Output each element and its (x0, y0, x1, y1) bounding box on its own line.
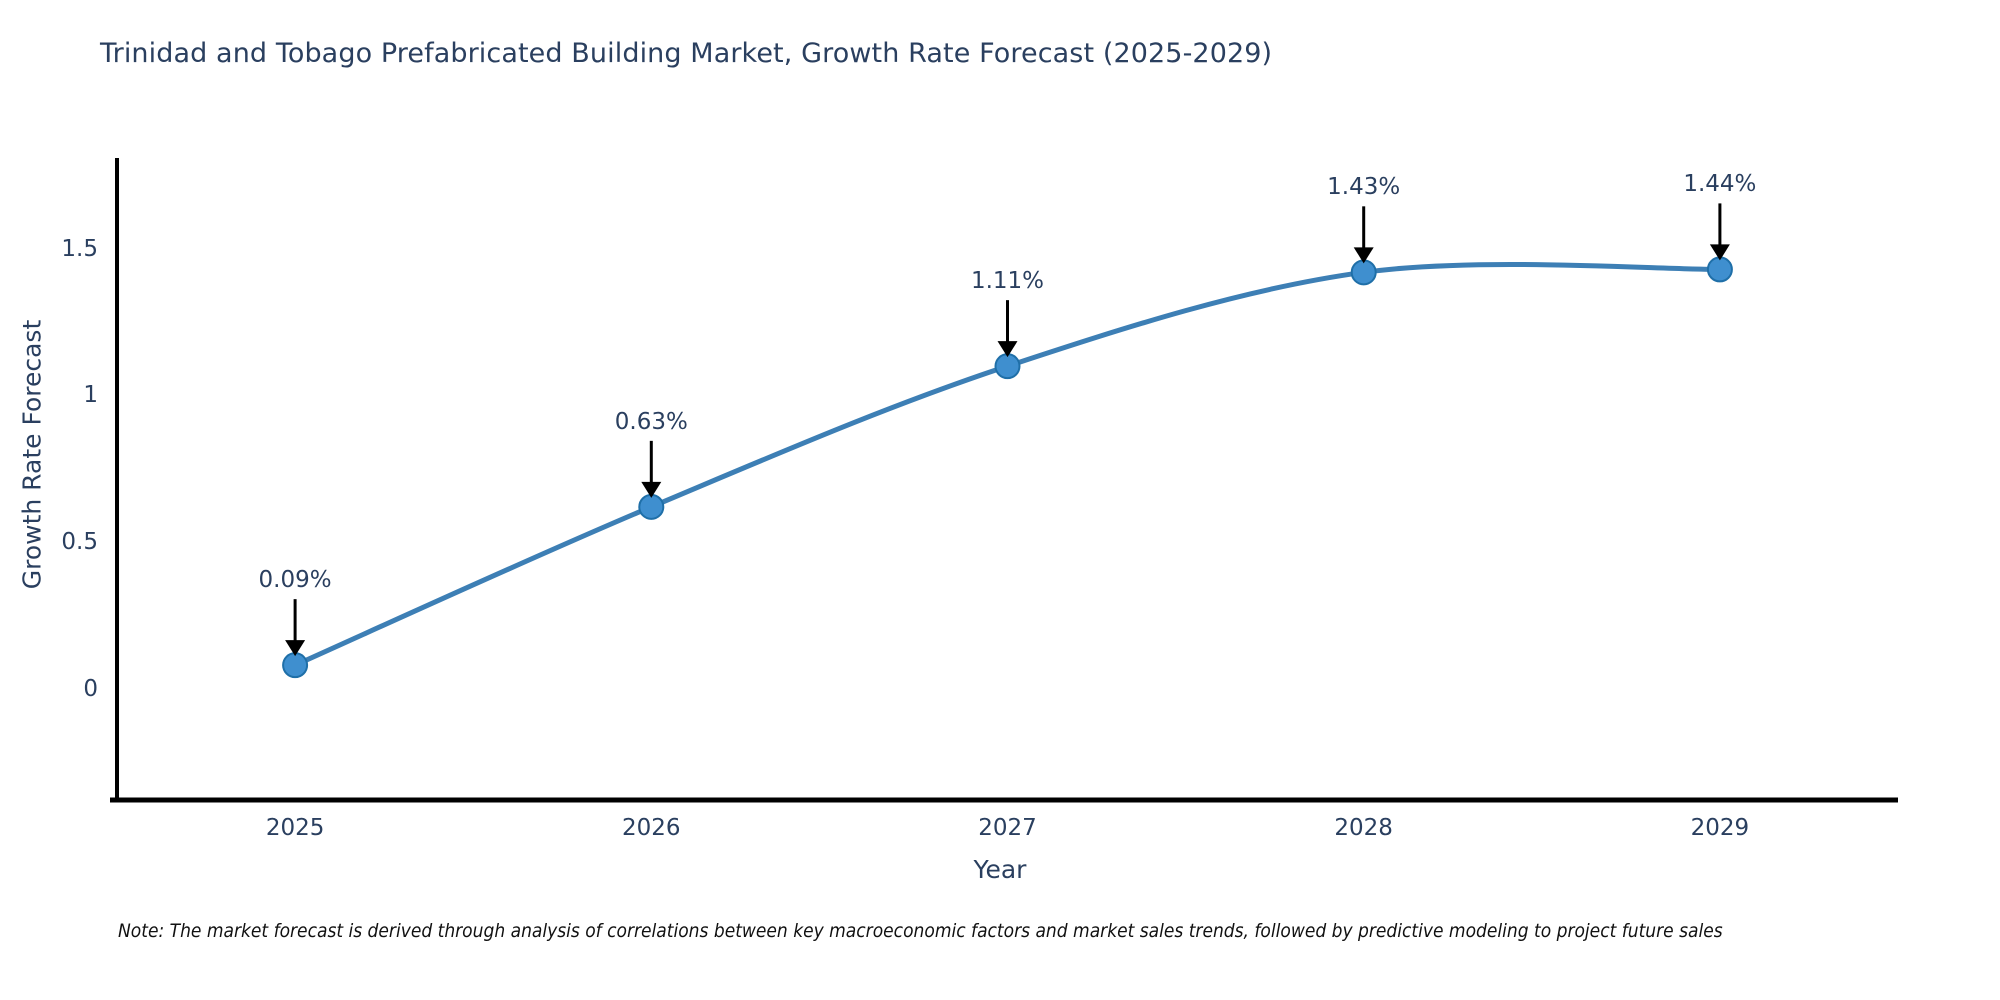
x-tick-label: 2029 (1690, 815, 1750, 841)
x-tick-label: 2025 (265, 815, 325, 841)
data-point-marker[interactable] (994, 353, 1021, 380)
annotations-group (285, 203, 1730, 657)
y-tick-label: 0.5 (61, 528, 98, 555)
point-value-label: 0.63% (614, 408, 688, 435)
x-axis-title: Year (973, 855, 1027, 884)
y-axis-title: Growth Rate Forecast (17, 319, 47, 590)
x-tick-label: 2028 (1334, 815, 1393, 841)
data-point-marker[interactable] (1706, 256, 1733, 283)
point-value-label: 1.11% (970, 268, 1045, 295)
x-tick-label: 2026 (622, 815, 681, 841)
data-point-marker[interactable] (282, 652, 309, 679)
data-point-marker[interactable] (638, 493, 665, 520)
chart-title: Trinidad and Tobago Prefabricated Buildi… (100, 38, 1273, 69)
point-value-label: 1.43% (1327, 174, 1401, 201)
y-tick-label: 1.5 (61, 235, 98, 262)
annotation-arrow-head (285, 640, 306, 657)
point-value-label: 1.44% (1683, 171, 1757, 198)
annotation-arrow-head (1709, 244, 1730, 261)
annotation-arrow-head (997, 341, 1018, 358)
axes (110, 158, 1898, 803)
y-tick-label: 0 (83, 675, 98, 702)
y-tick-label: 1 (83, 382, 98, 409)
x-tick-label: 2027 (978, 815, 1037, 841)
chart-footnote: Note: The market forecast is derived thr… (118, 920, 1723, 942)
point-value-label: 0.09% (258, 567, 332, 594)
data-point-marker[interactable] (1350, 259, 1377, 286)
annotation-arrow-head (641, 481, 662, 498)
annotation-arrow-head (1353, 247, 1374, 264)
